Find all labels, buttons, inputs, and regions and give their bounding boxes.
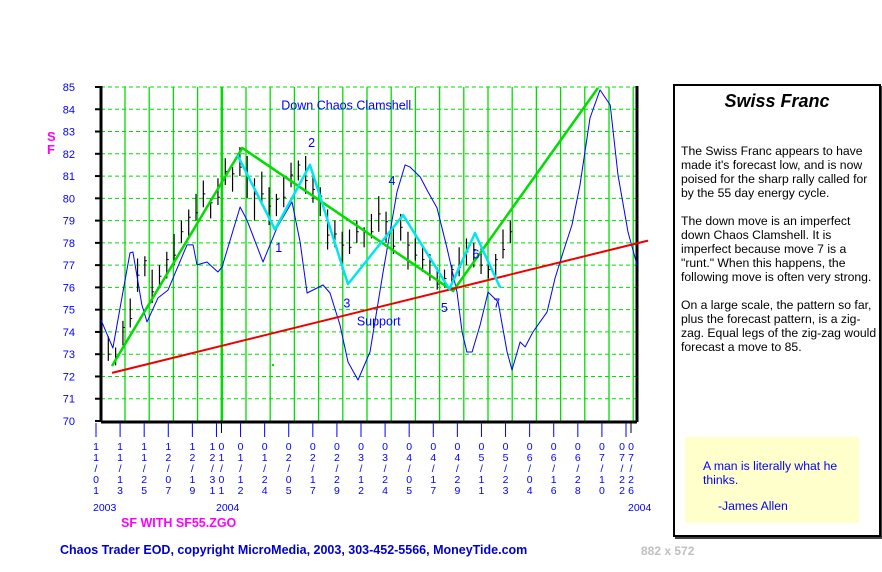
x-tick-label: 07/10	[598, 441, 605, 497]
paragraph: On a large scale, the pattern so far, pl…	[681, 298, 877, 354]
x-tick-label: 06/28	[574, 441, 581, 497]
x-tick-label: 04/17	[430, 441, 437, 497]
marker-dot	[272, 364, 274, 366]
chart-annotation: 7	[493, 296, 500, 310]
paragraph: The Swiss Franc appears to have made it'…	[681, 144, 868, 200]
commentary-panel: Swiss Franc The Swiss Franc appears to h…	[673, 84, 881, 537]
series-line-clamshell	[236, 154, 502, 291]
chart-subtitle: SF WITH SF55.ZGO	[121, 516, 237, 530]
x-tick-label: 06/16	[550, 441, 557, 497]
x-tick-label: 04/29	[454, 441, 461, 497]
x-tick-label: 12/31	[209, 441, 216, 497]
panel-title: Swiss Franc	[724, 91, 830, 111]
chart-annotation: 4	[388, 174, 395, 188]
quote-text: A man is literally what he thinks.	[703, 459, 838, 487]
y-tick-label: 77	[63, 260, 75, 272]
series-line-support	[111, 239, 649, 374]
x-tick-label: 02/05	[285, 441, 292, 497]
chart-annotation: 2	[308, 136, 315, 150]
y-tick-label: 70	[63, 416, 75, 428]
y-tick-label: 82	[63, 149, 75, 161]
series-line-zig-zag	[110, 87, 600, 367]
year-label: 2003	[93, 502, 117, 514]
chart-annotation: 1	[275, 241, 282, 255]
chart-annotation: 3	[343, 296, 350, 310]
y-tick-label: 84	[63, 104, 75, 116]
y-tick-label: 76	[63, 282, 75, 294]
x-tick-label-extra: 07/26	[628, 441, 634, 497]
symbol-label: F	[47, 142, 55, 157]
x-tick-label: 02/29	[333, 441, 340, 497]
quote-author: -James Allen	[718, 499, 788, 513]
chart-annotation: 5	[441, 301, 448, 315]
y-tick-label: 72	[63, 371, 75, 383]
x-tick-label: 05/11	[478, 441, 485, 497]
y-tick-label: 75	[63, 305, 75, 317]
y-tick-label: 74	[63, 327, 75, 339]
y-tick-label: 73	[63, 349, 75, 361]
y-tick-label: 79	[63, 216, 75, 228]
x-tick-label: 11/13	[117, 441, 123, 497]
x-tick-label: 02/17	[309, 441, 316, 497]
x-tick-label: 07/22	[619, 441, 625, 497]
chart-annotation: Down Chaos Clamshell	[281, 98, 411, 112]
series-line-sf55-forecast	[100, 89, 638, 381]
year-label: 2004	[628, 502, 652, 514]
x-tick-label: 01/12	[237, 441, 244, 497]
x-tick-label: 11/25	[141, 441, 148, 497]
x-tick-label: 06/04	[526, 441, 533, 497]
year-label: 2004	[216, 502, 240, 514]
x-tick-label: 03/24	[382, 441, 388, 497]
y-tick-label: 83	[63, 127, 75, 139]
x-tick-label: 03/12	[358, 441, 364, 497]
y-tick-label: 81	[63, 171, 75, 183]
x-tick-label-extra: 01/01	[218, 441, 225, 497]
image-dimensions: 882 x 572	[641, 544, 695, 558]
chart-annotation: 6	[473, 247, 480, 261]
x-tick-label: 12/19	[189, 441, 196, 497]
x-tick-label: 12/07	[165, 441, 172, 497]
chart-annotation: Support	[357, 314, 401, 328]
paragraph: The down move is an imperfect down Chaos…	[681, 214, 872, 284]
panel-text: The Swiss Franc appears to have made it'…	[681, 144, 879, 368]
x-tick-label: 11/01	[93, 441, 99, 497]
symbol-label: S	[47, 129, 56, 144]
y-tick-label: 78	[63, 238, 75, 250]
x-tick-label: 01/24	[261, 441, 268, 497]
x-tick-label: 04/05	[406, 441, 413, 497]
y-tick-label: 85	[63, 82, 75, 94]
quote-box: A man is literally what he thinks. -Jame…	[685, 437, 859, 523]
y-tick-label: 80	[63, 193, 75, 205]
copyright-footer: Chaos Trader EOD, copyright MicroMedia, …	[60, 543, 528, 557]
y-tick-label: 71	[63, 394, 75, 406]
x-tick-label: 05/23	[502, 441, 509, 497]
